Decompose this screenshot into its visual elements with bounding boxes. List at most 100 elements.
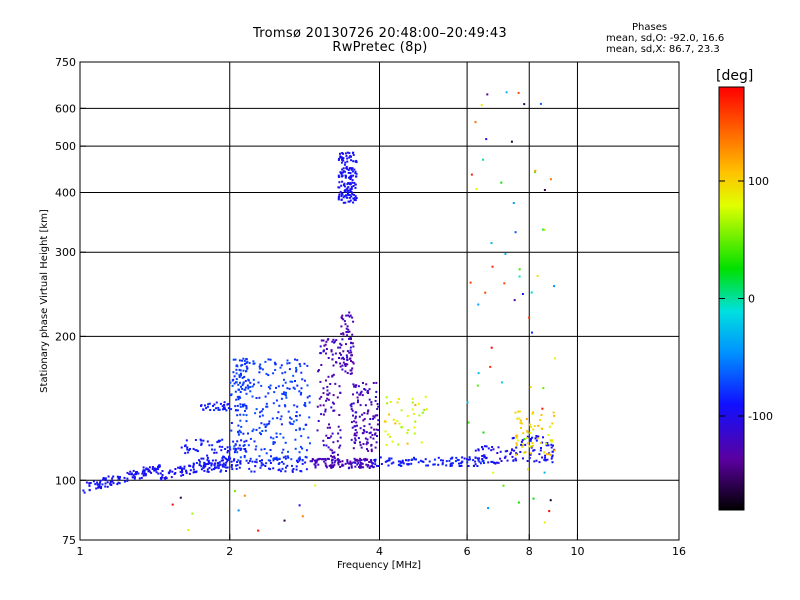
data-point <box>349 349 352 352</box>
data-point <box>95 487 98 490</box>
data-point <box>347 189 350 192</box>
data-point <box>277 411 280 414</box>
data-point <box>239 462 242 465</box>
data-point <box>229 448 232 451</box>
data-point <box>337 463 340 466</box>
data-point <box>240 431 242 434</box>
data-point <box>339 444 342 447</box>
data-point <box>314 464 317 467</box>
data-point <box>222 462 225 465</box>
data-point <box>239 381 241 384</box>
data-point <box>354 429 357 431</box>
data-point <box>326 338 329 341</box>
data-point <box>221 438 224 441</box>
data-point <box>476 457 479 460</box>
data-point <box>200 404 202 407</box>
data-point <box>539 419 542 422</box>
data-point <box>400 409 403 412</box>
data-point <box>534 437 537 440</box>
data-point <box>305 468 308 471</box>
data-point <box>348 194 351 196</box>
data-point <box>230 460 233 463</box>
data-point <box>346 187 349 190</box>
data-point <box>528 457 531 460</box>
data-point <box>343 184 345 187</box>
data-point <box>520 422 523 425</box>
data-point <box>503 282 506 285</box>
data-point <box>351 170 354 173</box>
data-point <box>355 175 358 178</box>
data-point <box>96 481 99 484</box>
data-point <box>238 376 241 378</box>
data-point <box>352 151 354 154</box>
data-point <box>341 168 344 171</box>
data-point <box>215 466 218 469</box>
data-point <box>298 459 301 462</box>
data-point <box>340 156 343 159</box>
data-point <box>299 393 302 396</box>
data-point <box>361 413 364 416</box>
data-point <box>324 458 327 460</box>
data-point <box>320 364 323 366</box>
data-point <box>104 477 107 480</box>
data-point <box>338 181 341 184</box>
data-point <box>350 342 353 345</box>
data-point <box>220 449 223 452</box>
data-point <box>461 460 464 463</box>
data-point <box>283 391 286 394</box>
data-point <box>304 404 307 407</box>
data-point <box>342 152 344 155</box>
data-point <box>346 460 349 463</box>
data-point <box>284 470 287 473</box>
data-point <box>287 456 290 459</box>
data-point <box>549 499 552 502</box>
data-point <box>351 167 354 170</box>
data-point <box>264 395 267 398</box>
data-point <box>468 456 471 459</box>
data-point <box>374 396 377 398</box>
data-point <box>460 464 463 467</box>
data-point <box>411 408 414 411</box>
data-point <box>410 462 413 465</box>
data-point <box>341 368 344 371</box>
data-point <box>414 404 417 406</box>
data-point <box>335 361 338 364</box>
data-point <box>340 464 343 467</box>
y-tick-label: 300 <box>55 246 76 259</box>
data-point <box>533 425 536 428</box>
data-point <box>242 381 245 384</box>
data-point <box>509 451 512 454</box>
chart-subtitle: RwPretec (8p) <box>332 40 428 55</box>
data-point <box>353 197 356 200</box>
data-point <box>285 394 287 397</box>
data-point <box>193 471 196 473</box>
data-point <box>313 463 316 466</box>
data-point <box>151 466 154 468</box>
data-point <box>342 350 345 353</box>
phase-stats-x-mode: mean, sd,X: 86.7, 23.3 <box>606 44 720 55</box>
data-point <box>292 468 295 470</box>
data-point <box>285 391 287 394</box>
data-point <box>294 447 297 450</box>
data-point <box>252 378 255 381</box>
data-point <box>320 395 323 398</box>
data-point <box>233 382 236 385</box>
data-point <box>259 363 262 366</box>
data-point <box>384 430 387 433</box>
data-point <box>161 476 164 479</box>
data-point <box>251 460 254 463</box>
data-point <box>317 463 320 466</box>
data-point <box>88 482 91 485</box>
data-point <box>92 480 95 483</box>
data-point <box>332 338 335 341</box>
data-point <box>211 448 213 451</box>
data-point <box>487 447 490 450</box>
data-point <box>300 371 303 374</box>
data-point <box>126 471 129 474</box>
data-point <box>259 367 262 370</box>
data-point <box>217 467 220 470</box>
data-point <box>348 311 351 314</box>
data-point <box>200 468 203 471</box>
data-point <box>267 358 270 361</box>
data-point <box>284 371 287 374</box>
